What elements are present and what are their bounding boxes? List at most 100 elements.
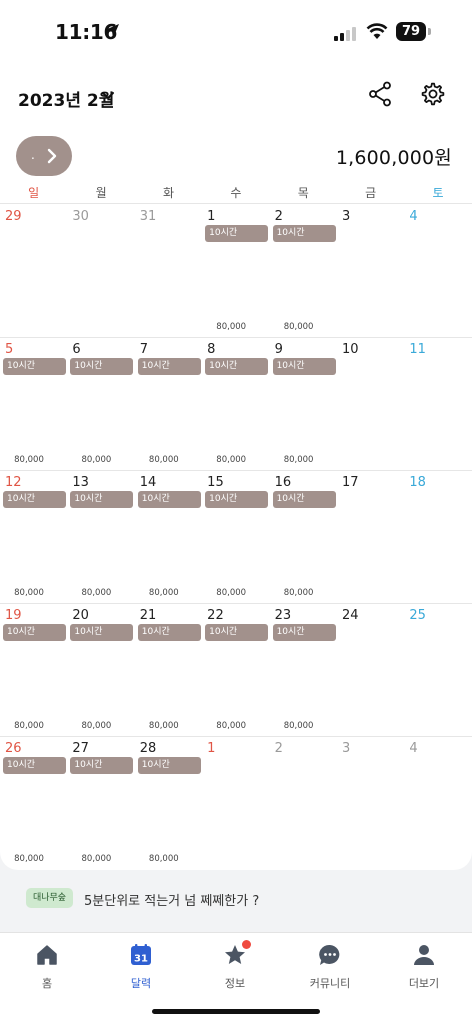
calendar-day-cell[interactable]: 4: [404, 737, 471, 870]
shift-hours-tag[interactable]: 10시간: [205, 358, 269, 375]
shift-hours-tag[interactable]: 10시간: [205, 225, 269, 242]
day-number: 8: [207, 342, 216, 357]
shift-hours-tag[interactable]: 10시간: [272, 624, 336, 641]
daily-pay: 80,000: [148, 854, 179, 864]
calendar-day-cell[interactable]: 23 10시간 80,000: [270, 604, 337, 737]
calendar-day-cell[interactable]: 2: [270, 737, 337, 870]
day-number: 1: [207, 741, 216, 756]
tab-more[interactable]: 더보기: [377, 943, 471, 991]
day-number: 30: [72, 209, 89, 224]
day-number: 14: [139, 475, 157, 490]
calendar-day-cell[interactable]: 31: [135, 205, 202, 338]
shift-hours-tag[interactable]: 10시간: [272, 358, 336, 375]
daily-pay: 80,000: [216, 721, 247, 731]
calendar-day-cell[interactable]: 1 10시간 80,000: [202, 205, 269, 338]
weekday-label: 목: [297, 186, 309, 200]
calendar-day-cell[interactable]: 12 10시간 80,000: [0, 471, 67, 604]
month-title[interactable]: 2023년 2월: [18, 91, 115, 111]
weekday-label: 금: [365, 186, 377, 200]
shift-hours-tag[interactable]: 10시간: [137, 491, 201, 508]
day-number: 15: [207, 475, 224, 490]
battery-indicator: 79: [396, 22, 426, 41]
calendar-day-cell[interactable]: 21 10시간 80,000: [135, 604, 202, 737]
status-time: 11:16: [55, 20, 118, 44]
calendar-day-cell[interactable]: 3: [337, 737, 404, 870]
shift-hours-tag[interactable]: 10시간: [70, 491, 134, 508]
notice-text[interactable]: 5분단위로 적는거 넘 쩨쩨한가 ?: [84, 894, 260, 909]
daily-pay: 80,000: [81, 854, 112, 864]
weekday-label: 월: [95, 186, 107, 200]
gear-icon[interactable]: [420, 81, 446, 107]
shift-hours-tag[interactable]: 10시간: [3, 358, 66, 375]
daily-pay: 80,000: [283, 588, 314, 598]
tab-info[interactable]: 정보: [188, 940, 282, 991]
calendar-day-cell[interactable]: 27 10시간 80,000: [67, 737, 134, 870]
calendar-day-cell[interactable]: 20 10시간 80,000: [67, 604, 134, 737]
calendar-day-cell[interactable]: 4: [404, 205, 471, 338]
day-number: 12: [5, 475, 22, 490]
daily-pay: 80,000: [14, 588, 44, 598]
tab-calendar[interactable]: 31 달력: [94, 943, 188, 991]
calendar-day-cell[interactable]: 5 10시간 80,000: [0, 338, 67, 471]
daily-pay: 80,000: [216, 588, 247, 598]
calendar-day-cell[interactable]: 2 10시간 80,000: [270, 205, 337, 338]
calendar-day-cell[interactable]: 25: [404, 604, 471, 737]
shift-hours-tag[interactable]: 10시간: [272, 225, 336, 242]
share-icon[interactable]: [368, 81, 392, 107]
calendar-day-cell[interactable]: 8 10시간 80,000: [202, 338, 269, 471]
calendar-day-cell[interactable]: 17: [337, 471, 404, 604]
shift-hours-tag[interactable]: 10시간: [3, 491, 66, 508]
next-month-button[interactable]: .: [16, 136, 72, 176]
calendar-day-cell[interactable]: 16 10시간 80,000: [270, 471, 337, 604]
shift-hours-tag[interactable]: 10시간: [137, 757, 201, 774]
calendar-day-cell[interactable]: 6 10시간 80,000: [67, 338, 134, 471]
daily-pay: 80,000: [81, 455, 112, 465]
chevron-down-icon[interactable]: [100, 88, 116, 104]
calendar-week-row: 29 30 31 1 10시간 80,000 2 10시간 80,000 3 4: [0, 205, 472, 338]
calendar-day-cell[interactable]: 14 10시간 80,000: [135, 471, 202, 604]
shift-hours-tag[interactable]: 10시간: [137, 624, 201, 641]
shift-hours-tag[interactable]: 10시간: [205, 624, 269, 641]
calendar-week-row: 12 10시간 80,000 13 10시간 80,000 14 10시간 80,000 15 10…: [0, 471, 472, 604]
shift-hours-tag[interactable]: 10시간: [70, 757, 134, 774]
calendar-day-cell[interactable]: 19 10시간 80,000: [0, 604, 67, 737]
calendar-day-cell[interactable]: 3: [337, 205, 404, 338]
calendar-day-cell[interactable]: 11: [404, 338, 471, 471]
calendar-day-cell[interactable]: 13 10시간 80,000: [67, 471, 134, 604]
calendar-day-cell[interactable]: 28 10시간 80,000: [135, 737, 202, 870]
shift-hours-tag[interactable]: 10시간: [272, 491, 336, 508]
day-number: 16: [274, 475, 292, 490]
day-number: 3: [341, 741, 351, 756]
shift-hours-tag[interactable]: 10시간: [3, 757, 66, 774]
chat-bubble-icon: [318, 943, 342, 967]
cell-signal-icon: [334, 25, 358, 41]
shift-hours-tag[interactable]: 10시간: [137, 358, 201, 375]
star-icon: [223, 940, 251, 967]
calendar-day-cell[interactable]: 7 10시간 80,000: [135, 338, 202, 471]
tab-home[interactable]: 홈: [0, 943, 94, 991]
shift-hours-tag[interactable]: 10시간: [70, 358, 134, 375]
daily-pay: 80,000: [283, 322, 314, 332]
home-icon: [35, 943, 59, 967]
tab-community[interactable]: 커뮤니티: [283, 943, 377, 991]
home-indicator: [152, 1009, 320, 1014]
day-number: 18: [409, 475, 426, 490]
calendar-day-cell[interactable]: 22 10시간 80,000: [202, 604, 269, 737]
calendar-day-cell[interactable]: 30: [67, 205, 134, 338]
day-number: 27: [72, 741, 89, 756]
calendar-day-cell[interactable]: 1: [202, 737, 269, 870]
day-number: 2: [274, 209, 283, 224]
calendar-day-cell[interactable]: 29: [0, 205, 67, 338]
shift-hours-tag[interactable]: 10시간: [3, 624, 66, 641]
tab-label: 정보: [224, 977, 246, 990]
calendar-day-cell[interactable]: 9 10시간 80,000: [270, 338, 337, 471]
calendar-day-cell[interactable]: 10: [337, 338, 404, 471]
shift-hours-tag[interactable]: 10시간: [205, 491, 269, 508]
calendar-day-cell[interactable]: 24: [337, 604, 404, 737]
calendar-day-cell[interactable]: 26 10시간 80,000: [0, 737, 67, 870]
calendar-day-cell[interactable]: 15 10시간 80,000: [202, 471, 269, 604]
calendar-day-cell[interactable]: 18: [404, 471, 471, 604]
calendar-card: 2023년 2월 . 1,600,000원 일 월 화 수 목 금 토 29 30…: [0, 64, 472, 870]
shift-hours-tag[interactable]: 10시간: [70, 624, 134, 641]
monthly-total-amount: 1,600,000원: [335, 147, 452, 169]
